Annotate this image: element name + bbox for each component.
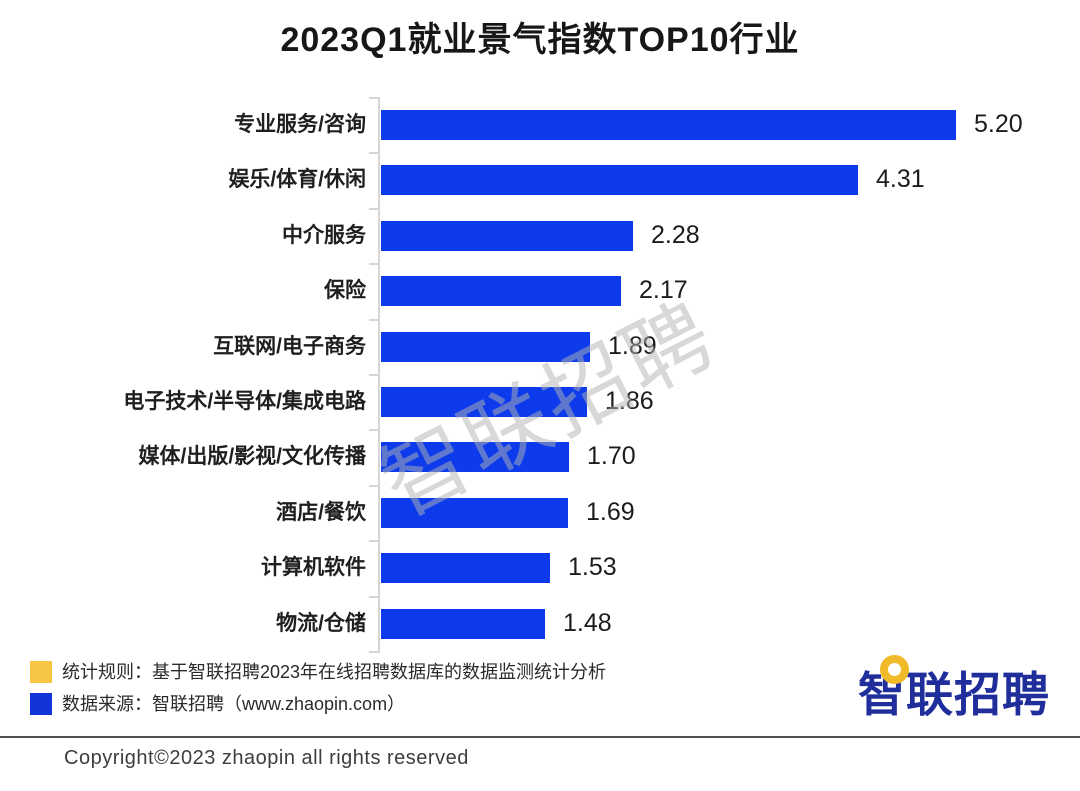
bar [381, 442, 569, 473]
bar [381, 165, 858, 196]
category-label: 物流/仓储 [276, 611, 366, 635]
chart-row: 酒店/餐饮 1.69 [0, 485, 1080, 540]
bar [381, 110, 956, 140]
value-label: 1.86 [605, 387, 654, 415]
category-label: 媒体/出版/影视/文化传播 [138, 445, 366, 469]
value-label: 5.20 [974, 110, 1023, 138]
axis-tick [369, 484, 378, 487]
note-statistics-text: 统计规则：基于智联招聘2023年在线招聘数据库的数据监测统计分析 [62, 662, 607, 682]
value-label: 2.28 [651, 220, 700, 249]
value-label: 1.48 [563, 608, 612, 637]
axis-tick [369, 97, 378, 99]
chart-row: 媒体/出版/影视/文化传播 1.70 [0, 429, 1080, 484]
chart-row: 娱乐/体育/休闲 4.31 [0, 152, 1080, 207]
value-label: 2.17 [639, 276, 688, 305]
category-label: 电子技术/半导体/集成电路 [123, 390, 366, 413]
value-label: 1.89 [608, 331, 657, 360]
category-label: 中介服务 [282, 223, 366, 247]
chart-row: 中介服务 2.28 [0, 208, 1080, 263]
bar [381, 497, 568, 528]
yellow-swatch-icon [30, 661, 52, 683]
chart-row: 专业服务/咨询 5.20 [0, 97, 1080, 152]
value-label: 1.69 [586, 497, 635, 526]
value-label: 1.70 [587, 442, 636, 471]
value-label: 4.31 [876, 165, 925, 194]
category-label: 计算机软件 [261, 556, 366, 580]
bar [381, 608, 545, 639]
category-label: 互联网/电子商务 [213, 334, 366, 358]
footer-divider [0, 736, 1080, 738]
zhaopin-logo-ring-icon [880, 655, 909, 684]
axis-tick [369, 540, 378, 543]
bar [381, 553, 550, 584]
axis-tick [369, 374, 378, 376]
note-datasource-text: 数据来源：智联招聘（www.zhaopin.com） [62, 694, 406, 714]
value-label: 1.53 [568, 553, 617, 582]
zhaopin-logo: 智联招聘 [858, 655, 1050, 721]
chart-row: 计算机软件 1.53 [0, 540, 1080, 595]
chart-row: 物流/仓储 1.48 [0, 596, 1080, 651]
copyright-text: Copyright©2023 zhaopin all rights reserv… [64, 747, 469, 769]
axis-tick [369, 207, 378, 210]
category-label: 娱乐/体育/休闲 [228, 168, 366, 192]
chart-row: 互联网/电子商务 1.89 [0, 319, 1080, 374]
category-label: 专业服务/咨询 [234, 113, 366, 136]
chart-row: 电子技术/半导体/集成电路 1.86 [0, 374, 1080, 429]
bar [381, 220, 633, 251]
category-axis-line [378, 97, 380, 653]
category-label: 保险 [324, 279, 366, 303]
bar [381, 331, 590, 362]
axis-tick [369, 429, 378, 432]
axis-tick [369, 595, 378, 598]
chart-row: 保险 2.17 [0, 263, 1080, 318]
axis-tick [369, 152, 378, 155]
bar [381, 387, 587, 417]
bar [381, 276, 621, 307]
category-label: 酒店/餐饮 [276, 500, 366, 524]
chart-title: 2023Q1就业景气指数TOP10行业 [280, 21, 800, 59]
axis-tick [369, 263, 378, 266]
axis-tick [369, 651, 378, 653]
blue-swatch-icon [30, 693, 52, 715]
axis-tick [369, 318, 378, 321]
